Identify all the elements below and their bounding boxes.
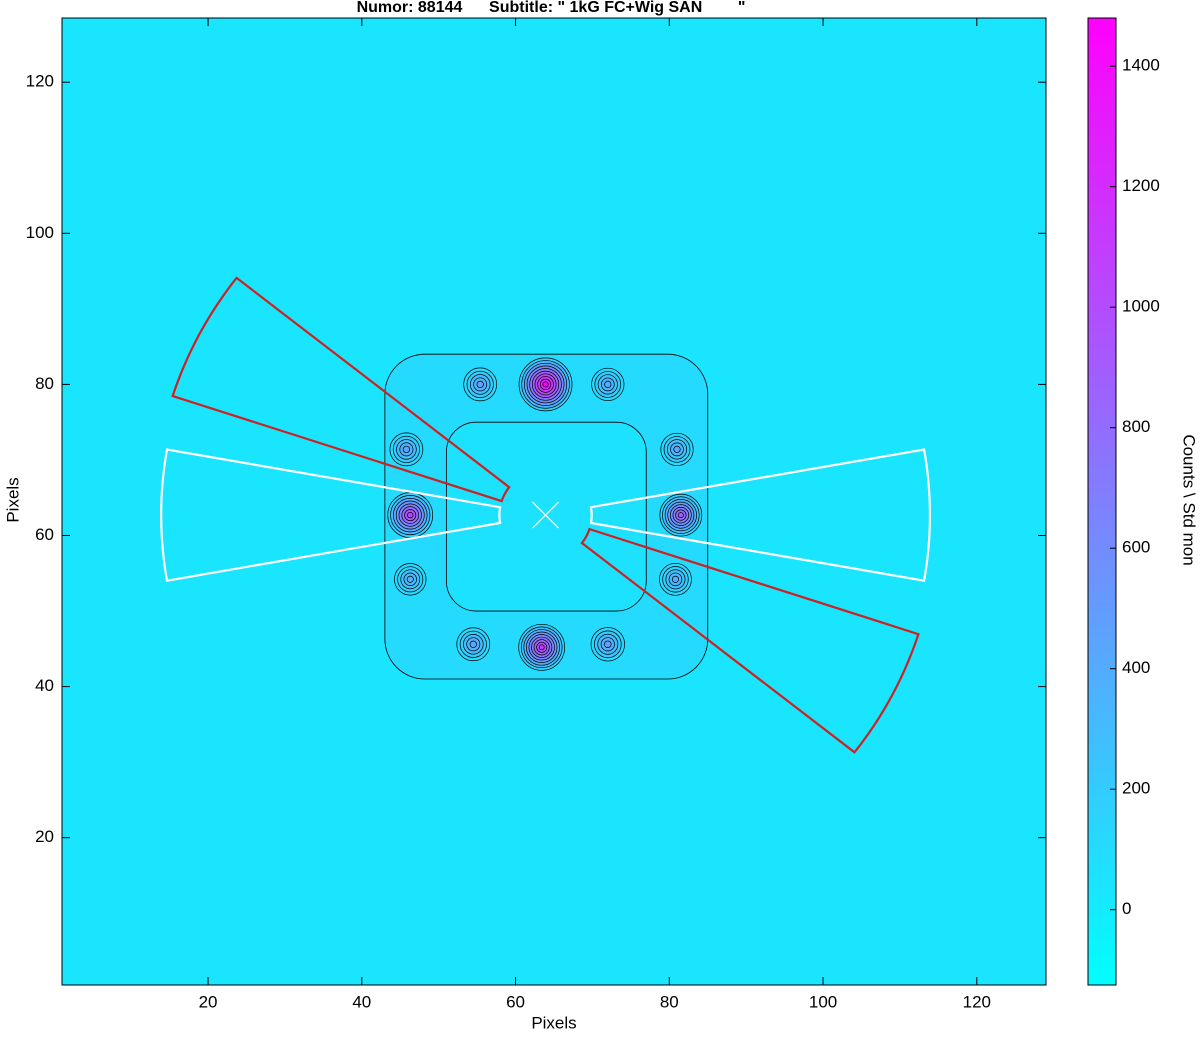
- x-tick-label: 40: [352, 992, 371, 1011]
- peak: [604, 640, 612, 648]
- colorbar-tick-label: 0: [1122, 899, 1131, 918]
- x-tick-label: 60: [506, 992, 525, 1011]
- y-axis-label: Pixels: [3, 477, 22, 522]
- chart-title: Numor: 88144 Subtitle: " 1kG FC+Wig SAN …: [357, 0, 746, 16]
- colorbar-label: Counts \ Std mon: [1180, 434, 1199, 565]
- y-tick-label: 40: [35, 676, 54, 695]
- y-tick-label: 60: [35, 525, 54, 544]
- plot-area: [160, 276, 932, 754]
- plot-frame: [61, 17, 1047, 986]
- peak: [604, 380, 612, 388]
- colorbar-tick-label: 1400: [1122, 56, 1160, 75]
- sector: [589, 448, 932, 582]
- peak: [407, 511, 414, 519]
- peak: [673, 445, 681, 453]
- peak: [542, 381, 549, 388]
- sector: [171, 276, 511, 503]
- peak: [677, 512, 684, 519]
- colorbar-tick-label: 1200: [1122, 176, 1160, 195]
- x-tick-label: 100: [809, 992, 837, 1011]
- peak: [406, 575, 414, 583]
- x-tick-label: 80: [660, 992, 679, 1011]
- x-axis-label: Pixels: [531, 1013, 576, 1032]
- y-tick-label: 80: [35, 374, 54, 393]
- colorbar-tick-label: 1000: [1122, 297, 1160, 316]
- x-tick-label: 120: [963, 992, 991, 1011]
- peak: [476, 380, 484, 389]
- peak: [671, 575, 680, 583]
- peak: [538, 644, 545, 651]
- sector: [160, 448, 502, 582]
- x-tick-label: 20: [199, 992, 218, 1011]
- peak: [469, 640, 477, 648]
- y-tick-label: 120: [26, 72, 54, 91]
- colorbar-tick-label: 800: [1122, 417, 1150, 436]
- beam-center: [532, 501, 559, 529]
- colorbar-tick-label: 400: [1122, 658, 1150, 677]
- y-tick-label: 100: [26, 223, 54, 242]
- colorbar-tick-label: 200: [1122, 779, 1150, 798]
- colorbar-tick-label: 600: [1122, 538, 1150, 557]
- colorbar: [1087, 17, 1117, 986]
- y-tick-label: 20: [35, 827, 54, 846]
- sector: [580, 527, 920, 754]
- peak: [402, 445, 411, 454]
